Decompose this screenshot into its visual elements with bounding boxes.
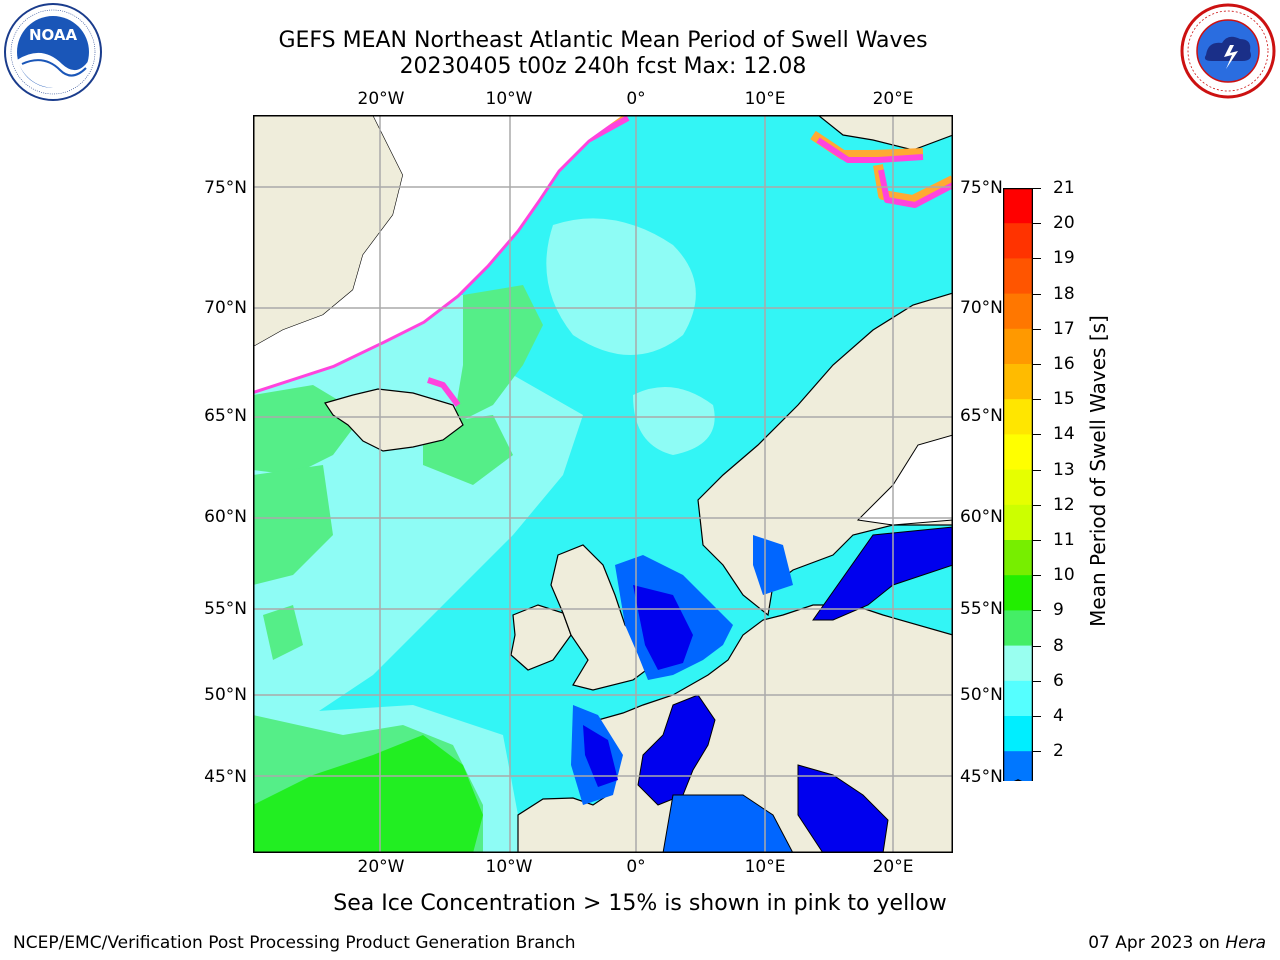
colorbar-tick-label: 10 [1053,565,1075,586]
colorbar-band [1003,399,1033,435]
colorbar-tick-label: 8 [1053,635,1064,656]
lat-tick-label-right: 50°N [960,685,1003,705]
colorbar-tick [1033,258,1041,260]
colorbar-tick [1033,716,1041,717]
colorbar-tick [1033,293,1041,295]
lon-tick-label-top: 20°E [872,89,914,109]
swell-zone-green [263,605,303,660]
lat-tick-label-right: 45°N [960,767,1003,787]
colorbar-band [1003,223,1033,259]
colorbar-tick-label: 13 [1053,459,1075,480]
colorbar-tick [1033,645,1041,647]
colorbar-tick-label: 6 [1053,670,1064,691]
colorbar-band [1003,469,1033,506]
colorbar-tick-label: 18 [1053,283,1075,304]
lat-tick-label-left: 75°N [204,178,247,198]
colorbar-tick-label: 14 [1053,424,1075,445]
colorbar-band [1003,716,1033,752]
lat-tick-label-left: 70°N [204,298,247,318]
colorbar-tick [1033,328,1041,330]
noaa-logo: NOAA [4,3,102,101]
lon-tick-label-bottom: 20°W [357,857,405,877]
lat-tick-label-right: 70°N [960,298,1003,318]
colorbar-band [1003,258,1033,295]
colorbar-title: Mean Period of Swell Waves [s] [1086,315,1110,627]
swell-zone-bright-green [253,735,483,853]
colorbar-tick [1033,223,1041,225]
chart-title: GEFS MEAN Northeast Atlantic Mean Period… [278,28,928,53]
lat-tick-label-left: 65°N [204,406,247,426]
colorbar-tick-label: 19 [1053,248,1075,269]
colorbar-tick-label: 21 [1053,178,1075,198]
colorbar-tick-label: 20 [1053,213,1075,234]
colorbar-tick [1033,188,1041,189]
swell-zone-green [253,465,333,585]
lat-tick-label-left: 55°N [204,599,247,619]
colorbar-tick-label: 2 [1053,741,1064,762]
swell-zone-green [453,285,543,425]
colorbar-tick [1033,434,1041,436]
lon-tick-label-bottom: 0° [626,857,646,877]
chart-subtitle: 20230405 t00z 240h fcst Max: 12.08 [399,54,807,79]
footer-date-text: 07 Apr 2023 on [1088,933,1226,953]
footer-host: Hera [1225,933,1266,953]
colorbar-band [1003,328,1033,365]
colorbar-band [1003,434,1033,471]
colorbar-tick-label: 4 [1053,706,1064,726]
lat-tick-label-left: 50°N [204,685,247,705]
colorbar-tick [1033,399,1041,401]
colorbar-tick [1033,469,1041,471]
colorbar-tick-label: 12 [1053,494,1075,515]
colorbar-band [1003,575,1033,611]
colorbar-tick-label: 11 [1053,530,1075,550]
sea-ice-note: Sea Ice Concentration > 15% is shown in … [333,891,947,916]
colorbar-band [1003,293,1033,330]
lat-tick-label-right: 60°N [960,507,1003,527]
colorbar-tick [1033,364,1041,365]
colorbar-tick [1033,575,1041,577]
lon-tick-label-bottom: 10°W [485,857,533,877]
colorbar-band [1003,751,1033,781]
lat-tick-label-left: 45°N [204,767,247,787]
colorbar-tick [1033,751,1041,753]
footer-credit: NCEP/EMC/Verification Post Processing Pr… [13,933,576,953]
colorbar-tick-label: 9 [1053,600,1064,621]
lon-tick-label-bottom: 20°E [872,857,914,877]
lon-tick-label-top: 10°E [744,89,786,109]
colorbar-tick-label: 16 [1053,354,1075,374]
grid-lines [253,115,953,853]
colorbar-band [1003,504,1033,541]
colorbar-tick [1033,504,1041,506]
colorbar-band [1003,364,1033,400]
inland-seas [637,526,953,853]
colorbar-tick [1033,540,1041,541]
lat-tick-label-left: 60°N [204,507,247,527]
swell-zone-light [546,218,696,355]
colorbar-band [1003,540,1033,576]
colorbar-band [1003,645,1033,682]
shallow-seas [571,535,793,805]
nws-logo [1180,3,1276,99]
swell-zone-light [633,387,715,455]
swell-period-map [253,115,953,853]
lat-tick-label-right: 65°N [960,406,1003,426]
footer-date: 07 Apr 2023 on Hera [1088,933,1266,953]
lat-tick-label-right: 75°N [960,178,1003,198]
colorbar-tick [1033,680,1041,682]
lat-tick-label-right: 55°N [960,599,1003,619]
colorbar-tick-label: 17 [1053,318,1075,339]
colorbar-band [1003,610,1033,647]
no-data-area [253,115,623,391]
colorbar-band [1003,680,1033,717]
lon-tick-label-top: 10°W [485,89,533,109]
lon-tick-label-top: 20°W [357,89,405,109]
lon-tick-label-top: 0° [626,89,646,109]
noaa-logo-text: NOAA [29,26,78,44]
colorbar [1003,188,1033,781]
colorbar-band [1003,188,1033,224]
colorbar-tick [1033,610,1041,612]
colorbar-tick-label: 15 [1053,389,1075,410]
lon-tick-label-bottom: 10°E [744,857,786,877]
